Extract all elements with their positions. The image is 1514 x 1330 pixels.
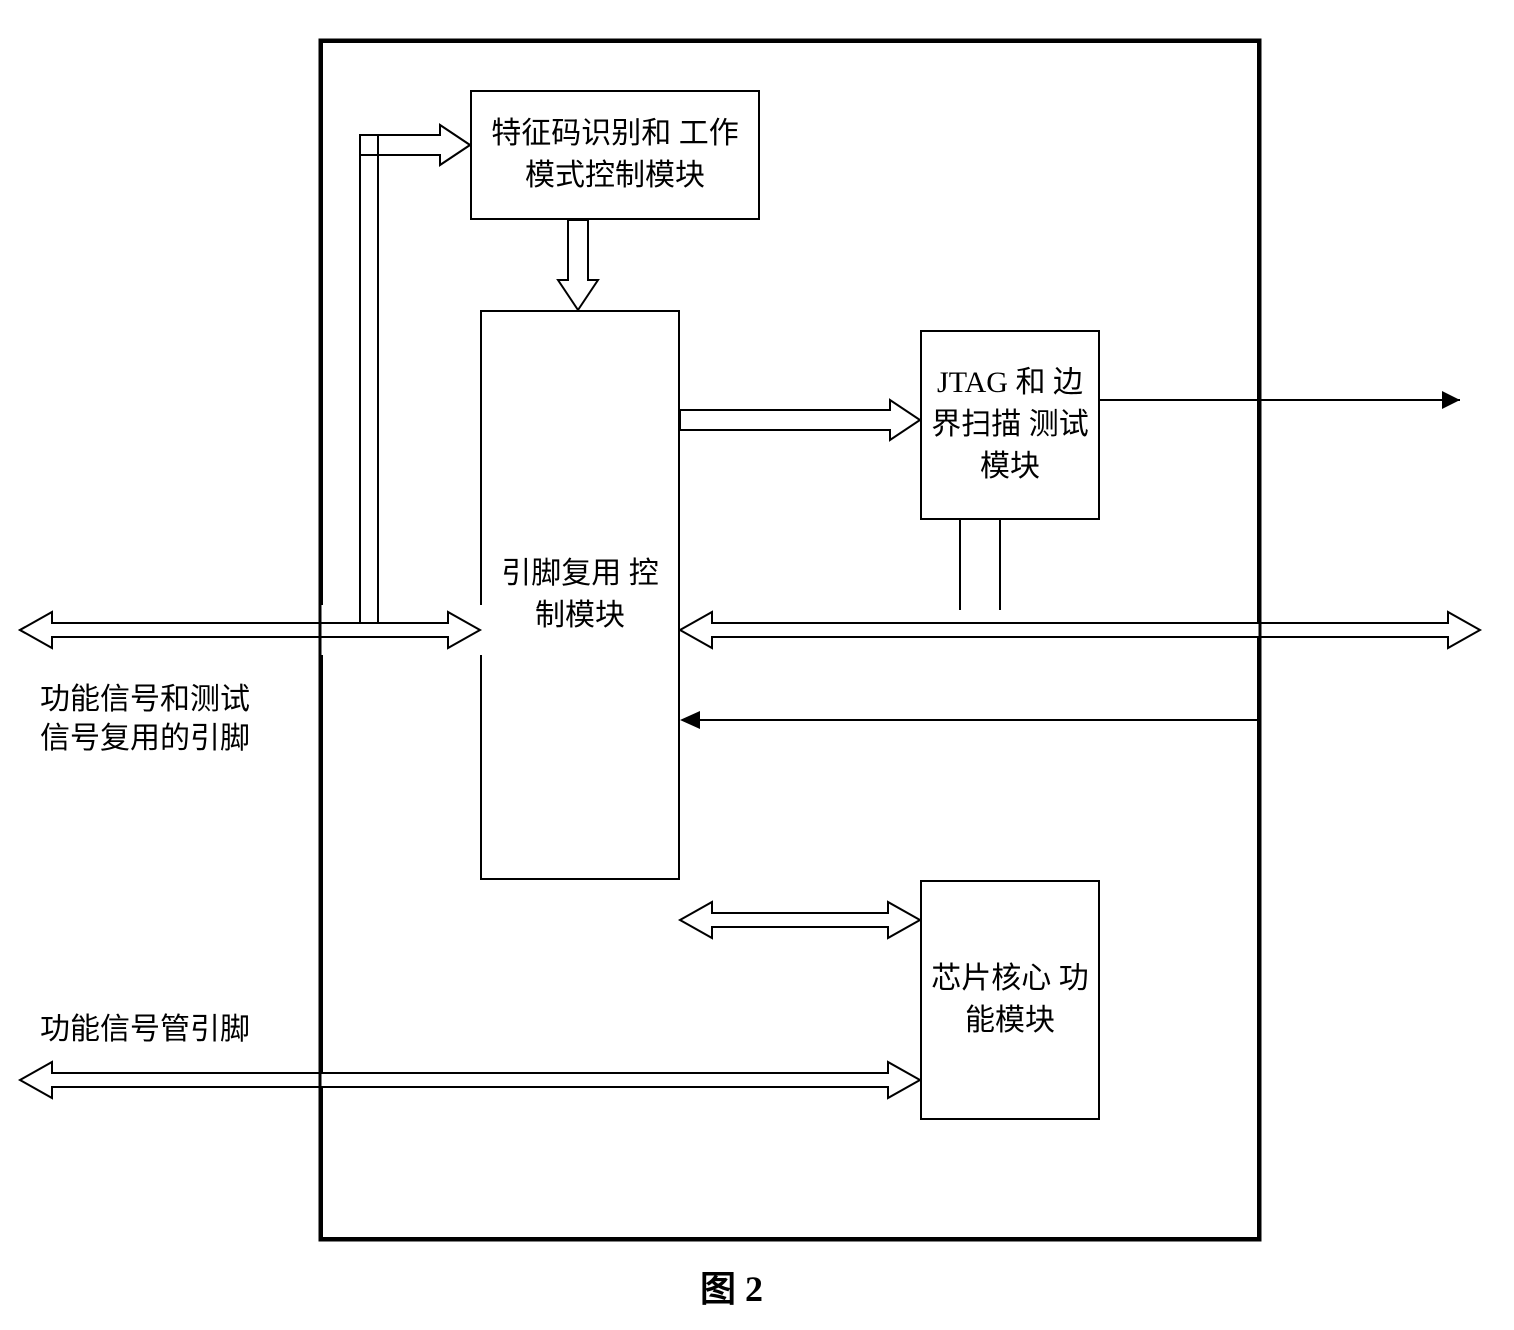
func-pins-label: 功能信号管引脚 — [40, 1010, 250, 1049]
mux-pins-label: 功能信号和测试 信号复用的引脚 — [40, 680, 250, 758]
core-module-label: 芯片核心 功能模块 — [930, 958, 1090, 1042]
jtag-module-label: JTAG 和 边界扫描 测试模块 — [930, 362, 1090, 488]
feature-code-module-label: 特征码识别和 工作模式控制模块 — [480, 113, 750, 197]
pin-mux-module: 引脚复用 控制模块 — [480, 310, 680, 880]
jtag-module: JTAG 和 边界扫描 测试模块 — [920, 330, 1100, 520]
pin-mux-module-label: 引脚复用 控制模块 — [490, 553, 670, 637]
feature-code-module: 特征码识别和 工作模式控制模块 — [470, 90, 760, 220]
figure-caption: 图 2 — [700, 1260, 763, 1312]
core-module: 芯片核心 功能模块 — [920, 880, 1100, 1120]
chip-boundary — [320, 40, 1260, 1240]
